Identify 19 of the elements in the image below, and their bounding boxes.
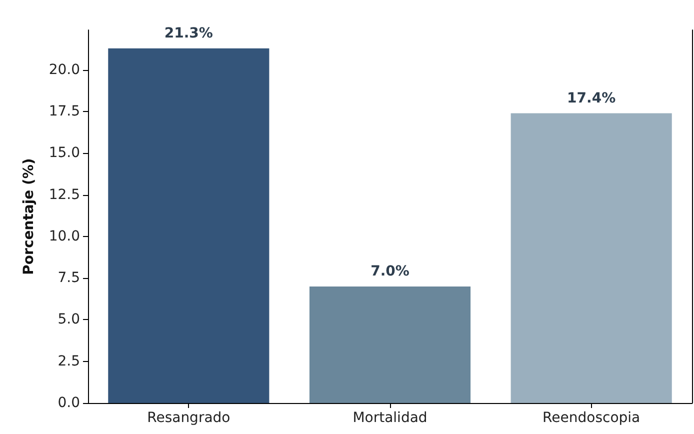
data-label: 21.3% [164,25,213,42]
x-tick-label: Resangrado [147,410,230,426]
data-label: 17.4% [567,90,616,106]
bar [108,48,270,403]
y-tick-label: 20.0 [48,62,80,78]
x-tick-label: Reendoscopia [542,410,640,426]
bar [309,286,471,403]
y-tick-label: 7.5 [58,270,80,286]
y-tick-label: 10.0 [48,228,80,244]
y-tick-label: 2.5 [58,353,80,370]
bar [510,113,672,403]
data-label: 7.0% [370,263,410,280]
y-axis-title: Porcentaje (%) [21,158,37,275]
y-tick-label: 12.5 [48,186,80,203]
y-tick-label: 0.0 [58,395,80,411]
x-tick-label: Mortalidad [352,410,428,426]
y-tick-label: 15.0 [48,145,80,162]
y-tick-label: 17.5 [48,104,80,120]
y-tick-label: 5.0 [58,312,80,328]
